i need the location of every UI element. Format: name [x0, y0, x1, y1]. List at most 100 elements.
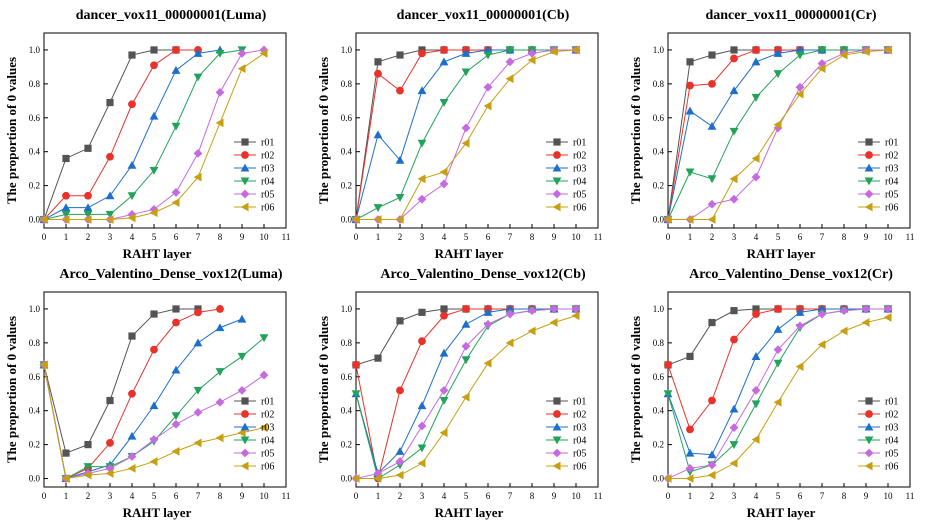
legend-label-r04: r04	[573, 177, 586, 188]
data-point-r01	[686, 352, 694, 361]
data-point-r06	[373, 474, 382, 483]
x-tick-label: 2	[398, 232, 403, 242]
legend-label-r05: r05	[885, 190, 898, 201]
data-point-r06	[171, 446, 180, 456]
data-point-r01	[708, 51, 716, 59]
y-tick-label: 0.0	[653, 215, 665, 225]
series-r04	[351, 46, 581, 224]
legend-label-r01: r01	[573, 397, 586, 408]
x-tick-label: 0	[666, 491, 671, 501]
legend-marker-r05	[552, 189, 562, 199]
x-tick-label: 9	[240, 491, 245, 501]
x-tick-label: 10	[572, 491, 582, 501]
data-point-r06	[395, 470, 404, 480]
data-point-r06	[259, 48, 268, 58]
x-tick-label: 11	[282, 491, 291, 501]
data-point-r03	[773, 324, 783, 333]
legend-label-r02: r02	[573, 151, 586, 162]
x-axis-label: RAHT layer	[435, 505, 504, 520]
data-point-r06	[861, 47, 870, 57]
series-line-r01	[667, 308, 888, 366]
series-r02	[352, 305, 580, 483]
legend-marker-r03	[552, 422, 562, 431]
legend-label-r01: r01	[261, 138, 274, 149]
y-tick-label: 0.2	[29, 440, 40, 450]
legend-label-r04: r04	[885, 177, 898, 188]
data-point-r02	[194, 308, 202, 317]
legend-marker-r01	[553, 138, 561, 146]
data-point-r03	[417, 86, 427, 95]
x-tick-label: 7	[820, 491, 825, 501]
y-tick-label: 0.6	[653, 372, 665, 382]
data-point-r02	[440, 311, 448, 320]
data-point-r06	[817, 340, 826, 349]
series-r05	[39, 45, 269, 224]
data-point-r05	[751, 172, 761, 182]
data-point-r02	[172, 46, 180, 54]
data-point-r03	[707, 121, 717, 130]
data-point-r05	[193, 148, 203, 158]
data-point-r05	[795, 321, 805, 331]
data-point-r06	[105, 469, 114, 478]
legend: r01 r02 r03 r04 r05 r06	[858, 138, 898, 214]
series-r05	[351, 304, 581, 483]
data-point-r05	[395, 457, 405, 466]
data-point-r06	[237, 64, 246, 74]
data-point-r06	[373, 215, 382, 224]
x-tick-label: 11	[906, 232, 915, 242]
legend: r01 r02 r03 r04 r05 r06	[234, 397, 274, 473]
data-point-r06	[527, 55, 536, 65]
data-point-r03	[795, 307, 805, 316]
data-point-r05	[215, 397, 225, 407]
series-r01	[40, 305, 202, 457]
x-tick-label: 4	[754, 491, 759, 501]
data-point-r06	[351, 215, 360, 224]
data-point-r05	[149, 435, 159, 444]
data-point-r03	[439, 348, 449, 357]
data-point-r05	[751, 385, 761, 395]
data-point-r03	[127, 431, 137, 440]
legend-label-r06: r06	[261, 203, 274, 214]
data-point-r06	[461, 392, 470, 402]
data-point-r04	[127, 192, 137, 201]
x-tick-label: 8	[218, 491, 223, 501]
x-tick-label: 0	[354, 491, 359, 501]
series-r03	[663, 304, 893, 459]
legend-label-r06: r06	[885, 203, 898, 214]
x-tick-label: 4	[442, 491, 447, 501]
legend-marker-r02	[553, 151, 561, 159]
data-point-r06	[685, 215, 694, 224]
y-tick-label: 1.0	[29, 304, 41, 314]
data-point-r01	[62, 449, 70, 457]
x-tick-label: 4	[442, 232, 447, 242]
data-point-r06	[663, 474, 672, 483]
data-point-r04	[483, 51, 493, 60]
legend-label-r01: r01	[261, 397, 274, 408]
data-point-r06	[527, 326, 536, 336]
x-tick-label: 7	[508, 491, 513, 501]
data-point-r06	[127, 463, 136, 473]
data-point-r03	[395, 446, 405, 455]
data-point-r05	[861, 304, 871, 314]
legend-label-r01: r01	[573, 138, 586, 149]
data-point-r03	[729, 404, 739, 413]
data-point-r04	[237, 352, 247, 361]
legend: r01 r02 r03 r04 r05 r06	[546, 138, 586, 214]
data-point-r06	[817, 64, 826, 74]
data-point-r06	[193, 438, 202, 448]
x-tick-label: 10	[260, 232, 270, 242]
legend-marker-r05	[864, 189, 874, 199]
chart-title: dancer_vox11_00000001(Cr)	[705, 8, 876, 23]
plot-frame	[355, 32, 599, 229]
chart-panel-1: dancer_vox11_00000001(Luma) 0 1 2 3 4 5 6 7 8 9 10 1…	[4, 8, 290, 261]
data-point-r02	[730, 335, 738, 344]
data-point-r03	[127, 160, 137, 169]
legend-label-r02: r02	[261, 410, 274, 421]
y-axis-label: The proportion of 0 values	[316, 57, 331, 204]
y-tick-label: 0.4	[341, 147, 353, 157]
x-tick-label: 0	[354, 232, 359, 242]
data-point-r03	[483, 45, 493, 54]
data-point-r06	[549, 47, 558, 57]
data-point-r05	[417, 421, 427, 431]
data-point-r02	[396, 386, 404, 395]
